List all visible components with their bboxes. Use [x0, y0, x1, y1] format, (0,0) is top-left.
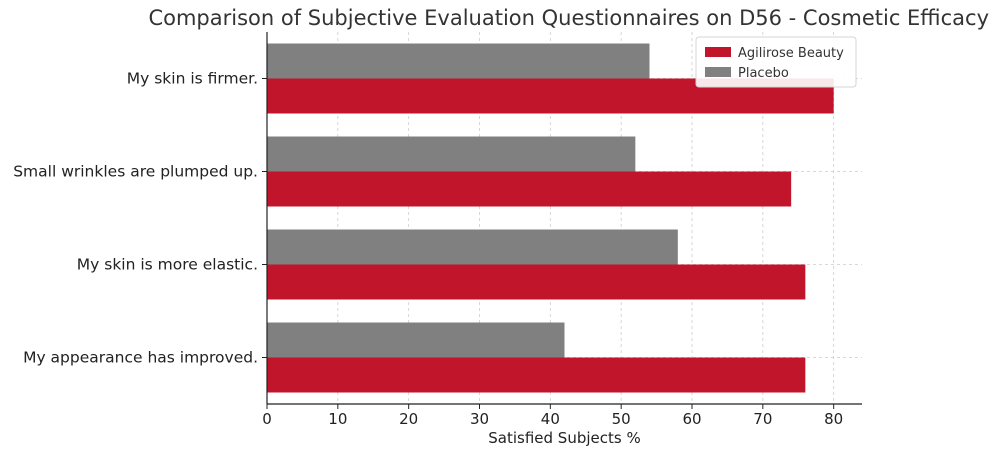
x-tick-label: 60 [682, 410, 701, 428]
legend-label: Placebo [738, 66, 789, 81]
bar-placebo [267, 43, 650, 79]
legend-swatch [705, 67, 731, 77]
bar-agilirose-beauty [267, 171, 792, 207]
x-ticks: 0 10 20 30 40 50 60 70 80 [262, 404, 843, 428]
chart-title: Comparison of Subjective Evaluation Ques… [148, 6, 989, 30]
legend-label: Agilirose Beauty [738, 46, 844, 61]
x-axis-label: Satisfied Subjects % [488, 429, 640, 447]
x-tick-label: 70 [753, 410, 772, 428]
x-tick-label: 10 [328, 410, 347, 428]
legend-box [695, 36, 857, 88]
x-tick-label: 20 [399, 410, 418, 428]
category-label: Small wrinkles are plumped up. [13, 163, 258, 181]
x-tick-label: 80 [824, 410, 843, 428]
legend: Agilirose Beauty Placebo [695, 36, 857, 88]
category-label: My appearance has improved. [23, 349, 258, 367]
x-tick-label: 0 [262, 410, 272, 428]
bar-placebo [267, 322, 565, 358]
x-tick-label: 40 [541, 410, 560, 428]
category-label: My skin is firmer. [127, 70, 258, 88]
bar-placebo [267, 136, 636, 172]
category-label: My skin is more elastic. [77, 256, 258, 274]
bar-agilirose-beauty [267, 357, 806, 393]
x-tick-label: 30 [470, 410, 489, 428]
bar-agilirose-beauty [267, 264, 806, 300]
legend-swatch [705, 47, 731, 57]
x-tick-label: 50 [612, 410, 631, 428]
bar-placebo [267, 229, 678, 265]
category-labels: My skin is firmer. Small wrinkles are plu… [13, 70, 267, 367]
